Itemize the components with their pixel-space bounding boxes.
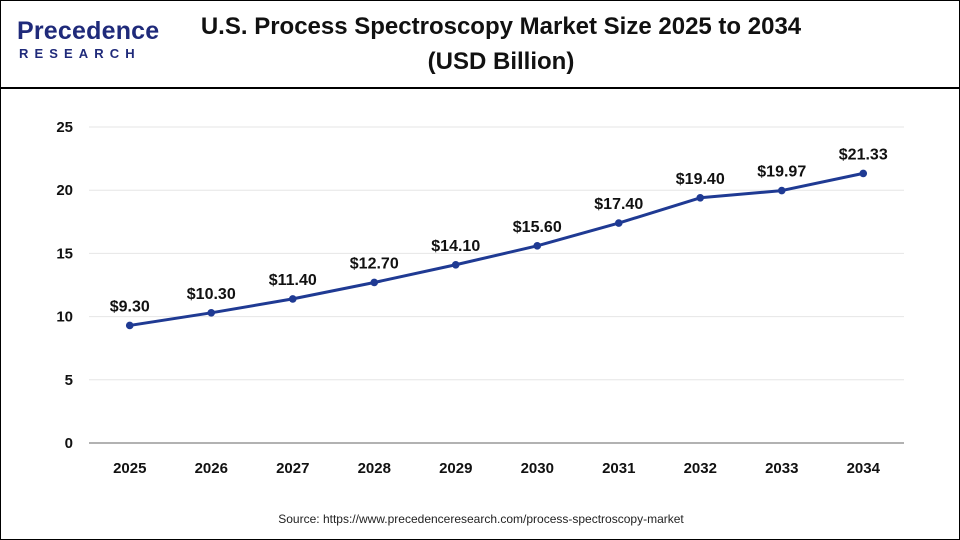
data-label: $19.97 — [757, 164, 806, 181]
data-label: $14.10 — [431, 238, 480, 255]
x-axis-ticks: 2025 2026 2027 2028 2029 2030 2031 2032 2033 2034 — [113, 460, 881, 477]
data-points — [125, 169, 868, 330]
data-point — [777, 186, 786, 195]
x-tick-label: 2031 — [602, 460, 635, 477]
data-point — [859, 169, 868, 178]
series-line — [129, 171, 864, 327]
y-tick-label: 0 — [65, 435, 73, 452]
data-point — [451, 260, 460, 269]
data-point — [614, 219, 623, 227]
data-point — [125, 321, 134, 330]
y-axis-ticks: 0 5 10 15 20 25 — [56, 119, 73, 452]
x-tick-label: 2025 — [113, 460, 146, 477]
data-label: $9.30 — [110, 298, 150, 315]
y-tick-label: 10 — [56, 309, 73, 326]
data-point — [288, 295, 297, 303]
x-tick-label: 2028 — [358, 460, 391, 477]
chart-title: U.S. Process Spectroscopy Market Size 20… — [161, 9, 841, 79]
data-label: $15.60 — [513, 219, 562, 236]
y-tick-label: 15 — [56, 245, 73, 262]
data-label: $10.30 — [187, 286, 236, 303]
y-tick-label: 5 — [65, 372, 73, 389]
data-point — [533, 242, 542, 250]
gridlines — [89, 126, 904, 381]
x-tick-label: 2032 — [684, 460, 717, 477]
data-label: $21.33 — [839, 146, 888, 163]
source-note: Source: https://www.precedenceresearch.c… — [278, 512, 684, 526]
brand-name: Precedence — [17, 17, 160, 45]
x-tick-label: 2034 — [847, 460, 881, 477]
brand-logo: Precedence RESEARCH — [17, 15, 167, 65]
data-point — [696, 193, 705, 202]
x-tick-label: 2027 — [276, 460, 309, 477]
data-label: $12.70 — [350, 255, 399, 272]
y-tick-label: 20 — [56, 182, 73, 199]
data-point — [207, 309, 216, 317]
y-tick-label: 25 — [56, 119, 73, 136]
x-tick-label: 2030 — [521, 460, 554, 477]
brand-subtitle: RESEARCH — [19, 46, 141, 61]
chart-title-line1: U.S. Process Spectroscopy Market Size 20… — [200, 13, 802, 40]
data-label: $11.40 — [269, 272, 317, 289]
header: Precedence RESEARCH U.S. Process Spectro… — [1, 1, 959, 89]
data-labels: $9.30 $10.30 $11.40 $12.70 $14.10 $15.60 $17.4… — [110, 146, 888, 315]
data-point — [370, 278, 379, 287]
data-label: $17.40 — [594, 196, 643, 213]
data-label: $19.40 — [676, 171, 725, 188]
x-tick-label: 2033 — [765, 460, 798, 477]
x-tick-label: 2029 — [439, 460, 472, 477]
x-tick-label: 2026 — [195, 460, 228, 477]
chart-title-line2: (USD Billion) — [427, 48, 575, 75]
